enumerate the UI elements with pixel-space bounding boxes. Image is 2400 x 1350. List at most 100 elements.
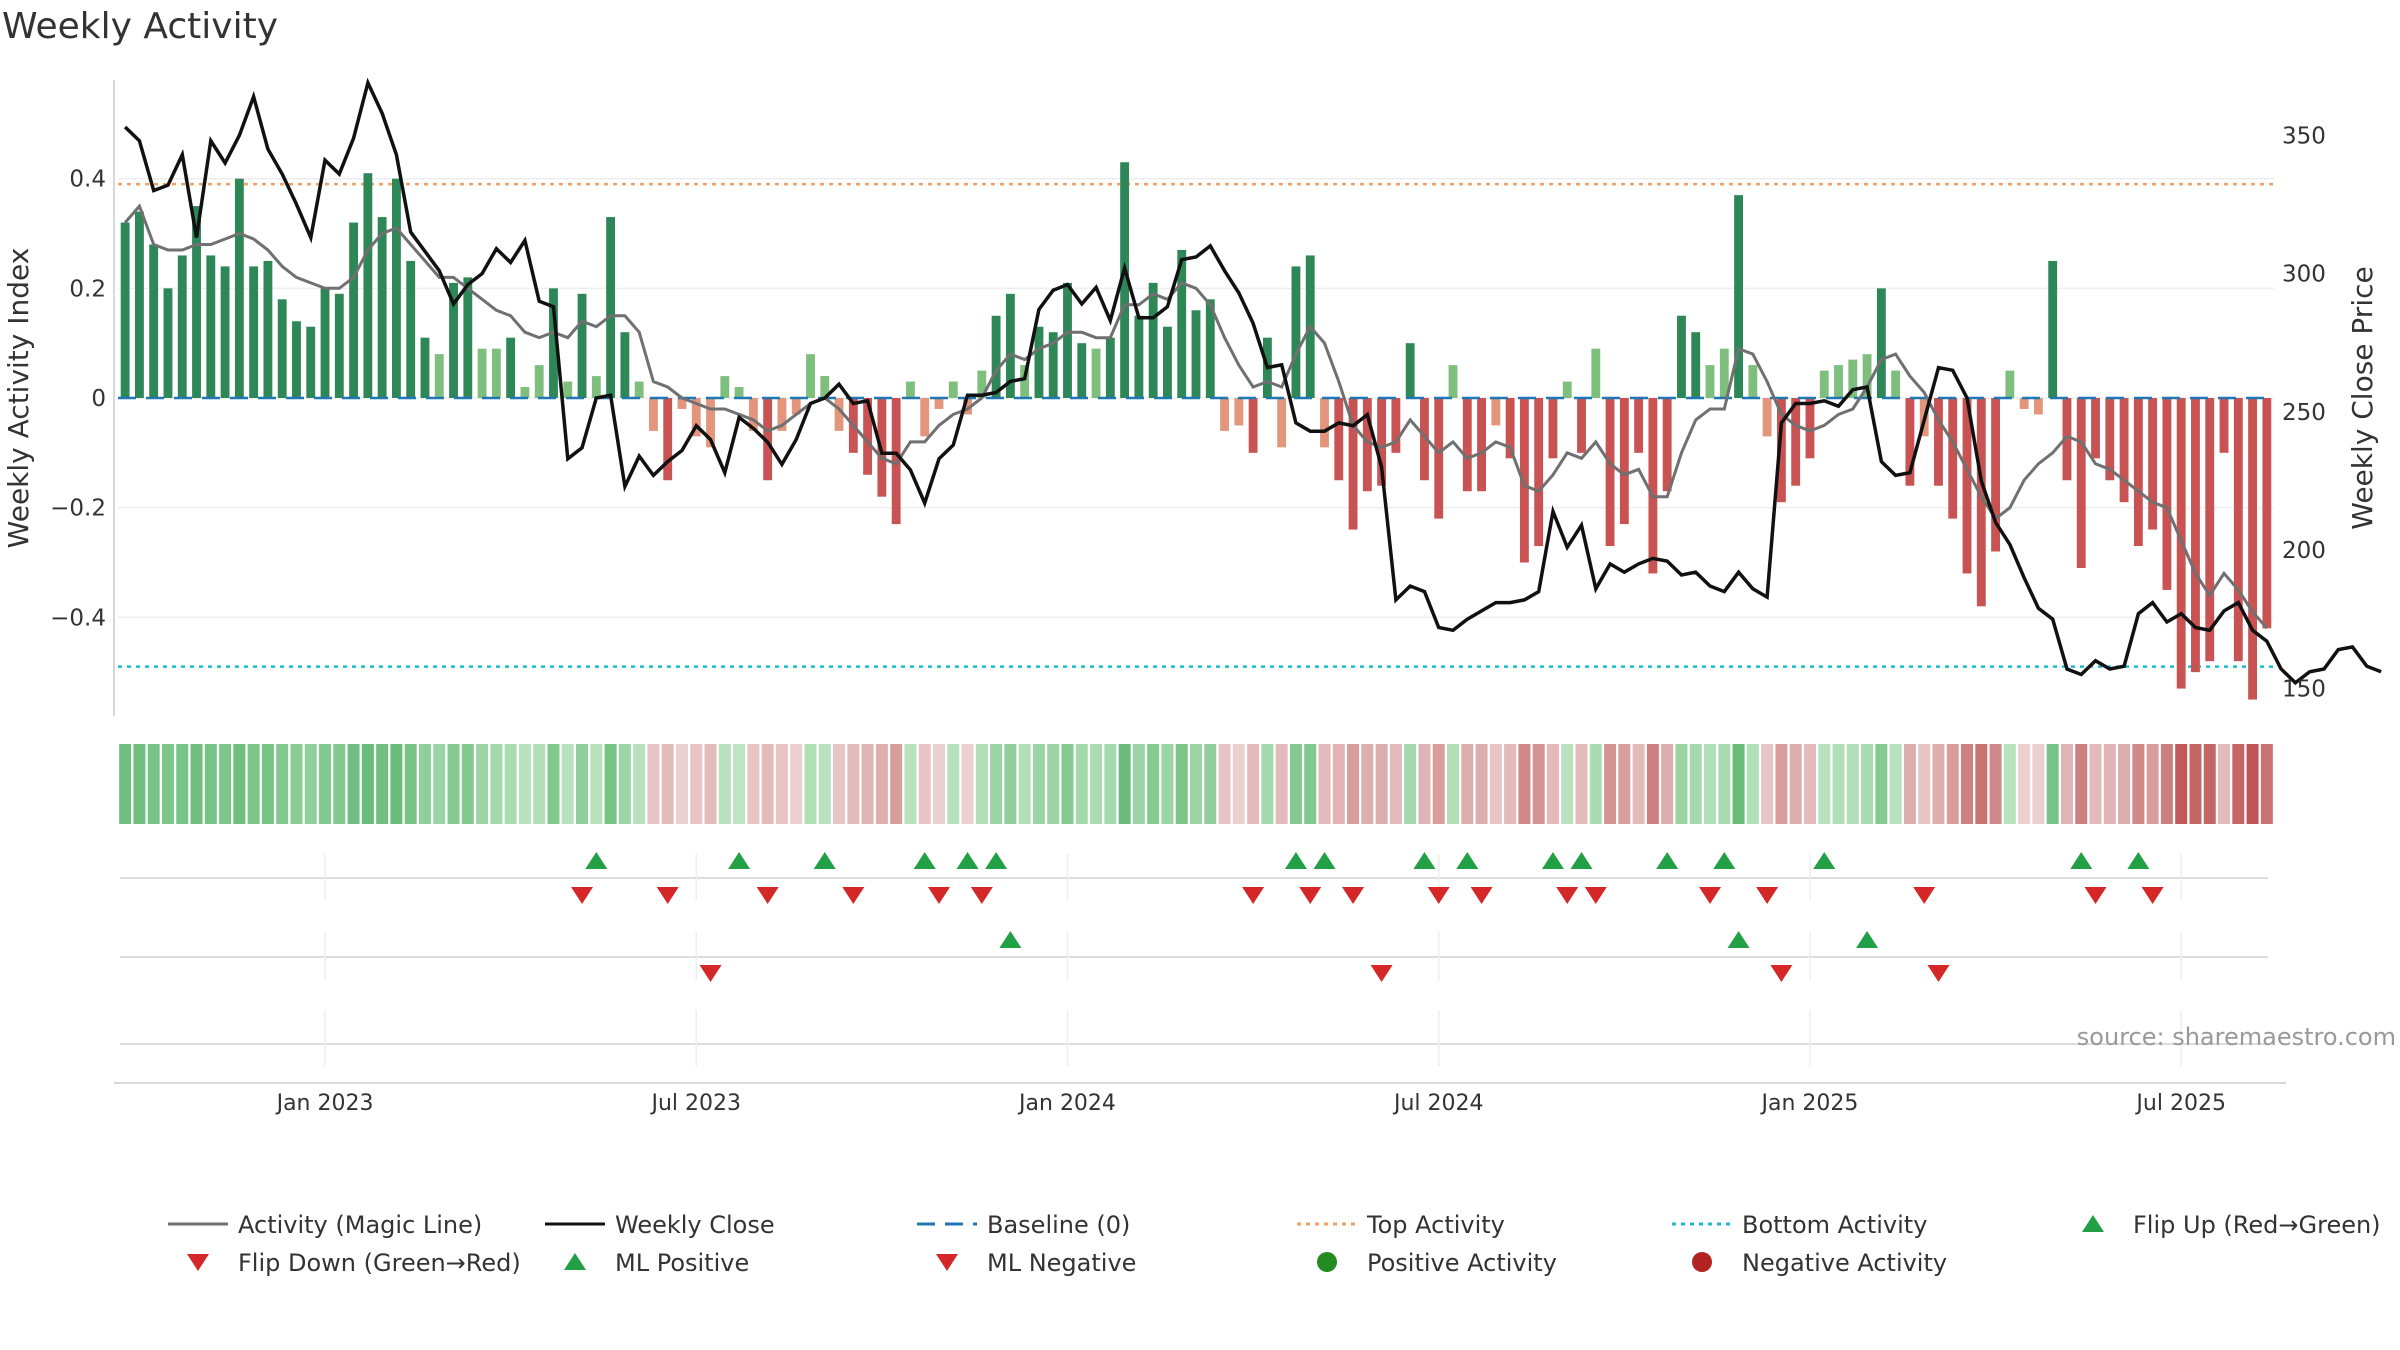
activity-bar-32 (577, 293, 587, 398)
heat-cell-11 (276, 744, 289, 824)
flip-up-marker-94 (1456, 852, 1479, 869)
legend-symbol-7 (564, 1253, 586, 1270)
activity-bar-63 (1020, 365, 1030, 398)
flip-down-marker-103 (1584, 887, 1607, 904)
activity-bar-71 (1134, 315, 1144, 398)
activity-bar-74 (1177, 249, 1187, 398)
flip-down-marker-115 (1756, 887, 1779, 904)
legend-label-6: Flip Down (Green→Red) (238, 1249, 521, 1277)
event-rows: Jan 2023 Jul 2023 Jan 2024 Jul 2024 Jan 2025… (114, 852, 2286, 1116)
activity-bar-52 (863, 398, 873, 475)
activity-bar-31 (563, 381, 573, 398)
y-axis-label-right: Weekly Close Price (2346, 266, 2379, 529)
activity-bar-110 (1691, 332, 1701, 398)
flip-up-marker-91 (1413, 852, 1436, 869)
activity-bar-99 (1534, 398, 1544, 547)
heat-cell-72 (1147, 744, 1160, 824)
heat-cell-6 (204, 744, 217, 824)
heat-cell-123 (1875, 744, 1888, 824)
activity-bar-10 (263, 260, 273, 398)
flip-up-marker-119 (1813, 852, 1836, 869)
flip-down-marker-101 (1556, 887, 1579, 904)
activity-bar-81 (1277, 398, 1287, 448)
heat-cell-24 (461, 744, 474, 824)
legend-label-5: Flip Up (Red→Green) (2133, 1211, 2381, 1239)
activity-bar-4 (177, 255, 187, 398)
activity-bar-136 (2062, 398, 2072, 481)
activity-bar-91 (1420, 398, 1429, 481)
activity-bar-120 (1834, 365, 1843, 398)
flip-up-marker-59 (956, 852, 979, 869)
heat-cell-97 (1504, 744, 1517, 824)
activity-bar-148 (2233, 398, 2243, 662)
activity-bar-35 (620, 332, 630, 398)
flip-down-marker-86 (1342, 887, 1365, 904)
heat-cell-77 (1218, 744, 1231, 824)
heat-cell-23 (447, 744, 460, 824)
heat-cell-80 (1261, 744, 1274, 824)
heat-cell-71 (1132, 744, 1145, 824)
activity-bar-119 (1819, 370, 1829, 398)
activity-bar-6 (206, 255, 216, 398)
heat-cell-26 (490, 744, 503, 824)
flip-down-marker-126 (1913, 887, 1936, 904)
activity-bar-12 (292, 321, 301, 398)
flip-up-marker-102 (1570, 852, 1593, 869)
heat-cell-122 (1861, 744, 1874, 824)
heat-cell-111 (1704, 744, 1717, 824)
heat-cell-86 (1347, 744, 1360, 824)
heat-cell-131 (1989, 744, 2002, 824)
y-tick-label-4: −0.4 (50, 605, 106, 631)
legend-label-1: Weekly Close (615, 1211, 775, 1239)
activity-bar-145 (2191, 398, 2200, 673)
activity-bar-26 (491, 348, 501, 398)
activity-bar-129 (1962, 398, 1972, 574)
heat-cell-101 (1561, 744, 1574, 824)
activity-bar-61 (991, 315, 1001, 398)
heat-cell-102 (1575, 744, 1588, 824)
activity-bar-70 (1120, 162, 1130, 398)
activity-bar-73 (1163, 326, 1172, 398)
heat-cell-87 (1361, 744, 1374, 824)
chart-legend: Activity (Magic Line) Weekly Close Baselin… (168, 1211, 2381, 1277)
heat-cell-114 (1746, 744, 1759, 824)
heat-cell-73 (1161, 744, 1174, 824)
heat-cell-31 (561, 744, 574, 824)
activity-heat-strip (119, 744, 2273, 824)
heat-cell-120 (1832, 744, 1845, 824)
heat-cell-89 (1389, 744, 1402, 824)
activity-bar-128 (1948, 398, 1958, 519)
heat-cell-35 (618, 744, 631, 824)
activity-bar-58 (948, 381, 958, 398)
heat-cell-51 (847, 744, 860, 824)
legend-label-4: Bottom Activity (1742, 1211, 1927, 1239)
weekly-close-series (123, 77, 2382, 686)
activity-bar-82 (1291, 266, 1301, 398)
heat-cell-39 (675, 744, 688, 824)
activity-bar-109 (1677, 315, 1686, 398)
heat-cell-139 (2103, 744, 2116, 824)
heat-cell-135 (2046, 744, 2059, 824)
activity-bar-45 (763, 398, 773, 481)
x-tick-label-3: Jul 2024 (1392, 1091, 1484, 1116)
y-tick-label-0: 0.4 (69, 167, 106, 193)
activity-bar-139 (2105, 398, 2115, 481)
heat-cell-76 (1204, 744, 1217, 824)
heat-cell-38 (661, 744, 674, 824)
activity-bar-2 (149, 244, 159, 398)
heat-cell-92 (1432, 744, 1445, 824)
activity-bar-0 (120, 222, 130, 398)
legend-symbol-6 (187, 1254, 209, 1271)
ml-positive-marker-62 (999, 931, 1022, 948)
heat-cell-27 (504, 744, 517, 824)
activity-bar-146 (2205, 398, 2215, 662)
heat-cell-53 (875, 744, 888, 824)
activity-bar-93 (1448, 365, 1458, 398)
legend-symbol-9 (1317, 1252, 1337, 1272)
heat-cell-149 (2246, 744, 2259, 824)
activity-bar-28 (520, 387, 530, 398)
heat-cell-4 (176, 744, 189, 824)
flip-up-marker-56 (913, 852, 936, 869)
heat-cell-9 (247, 744, 260, 824)
flip-down-marker-57 (927, 887, 950, 904)
